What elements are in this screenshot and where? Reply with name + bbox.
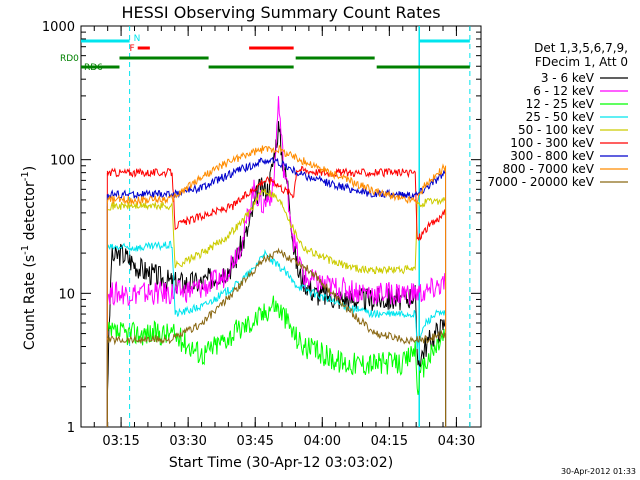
svg-text:Count Rate (s-1 detector-1): Count Rate (s-1 detector-1) (20, 166, 38, 350)
legend-label-8: 7000 - 20000 keV (487, 175, 594, 189)
legend-header: Det 1,3,5,6,7,9, FDecim 1, Att 0 (534, 41, 628, 69)
y-axis-label-mid: detector (22, 181, 38, 245)
series-line-7 (106, 144, 447, 206)
y-axis-label-main: Count Rate (s (22, 255, 38, 350)
x-tick-label-4: 04:15 (371, 434, 408, 449)
series-line-3 (106, 240, 447, 350)
flag-label-F: F (130, 44, 135, 54)
series-line-6 (106, 156, 446, 200)
x-tick-label-3: 04:00 (304, 434, 341, 449)
flag-label-RD6: RD6 (84, 63, 103, 73)
series-line-5 (106, 165, 447, 241)
y-axis-label-sup1: -1 (20, 245, 31, 255)
chart-title: HESSI Observing Summary Count Rates (121, 3, 440, 22)
y-tick-label-2: 100 (50, 154, 75, 169)
series-line-1 (106, 96, 447, 307)
legend-label-7: 800 - 7000 keV (503, 162, 595, 176)
legend-label-6: 300 - 800 keV (510, 149, 594, 163)
plot-frame (80, 25, 482, 428)
y-axis-label: Count Rate (s-1 detector-1) (20, 166, 38, 350)
legend-label-1: 6 - 12 keV (533, 84, 595, 98)
legend-label-0: 3 - 6 keV (541, 71, 595, 85)
legend-header-line-1: Det 1,3,5,6,7,9, (534, 41, 628, 55)
legend-label-5: 100 - 300 keV (510, 136, 594, 150)
legend-label-3: 25 - 50 keV (526, 110, 595, 124)
legend-label-2: 12 - 25 keV (526, 97, 595, 111)
y-tick-label-1: 10 (58, 287, 75, 302)
x-tick-label-5: 04:30 (438, 434, 475, 449)
flag-label-N: N (134, 34, 141, 44)
x-axis-label: Start Time (30-Apr-12 03:03:02) (169, 455, 393, 471)
y-tick-label-0: 1 (67, 421, 75, 436)
plot-area: 1 10 100 1000 03:15 03:30 03:45 04:00 04:15 04:30… (42, 20, 482, 449)
flag-label-RD0: RD0 (60, 54, 79, 64)
y-axis-label-sup2: -1 (20, 171, 31, 181)
series-line-4 (107, 188, 446, 275)
x-tick-label-1: 03:30 (169, 434, 206, 449)
y-axis-label-end: ) (22, 166, 38, 171)
legend-label-4: 50 - 100 keV (518, 123, 595, 137)
timestamp: 30-Apr-2012 01:33 (561, 467, 636, 476)
legend-header-line-2: FDecim 1, Att 0 (535, 55, 628, 69)
x-tick-label-0: 03:15 (102, 434, 139, 449)
y-tick-label-3: 1000 (42, 20, 75, 35)
x-tick-label-2: 03:45 (236, 434, 273, 449)
series-line-8 (106, 247, 446, 346)
series-line-2 (106, 295, 447, 395)
